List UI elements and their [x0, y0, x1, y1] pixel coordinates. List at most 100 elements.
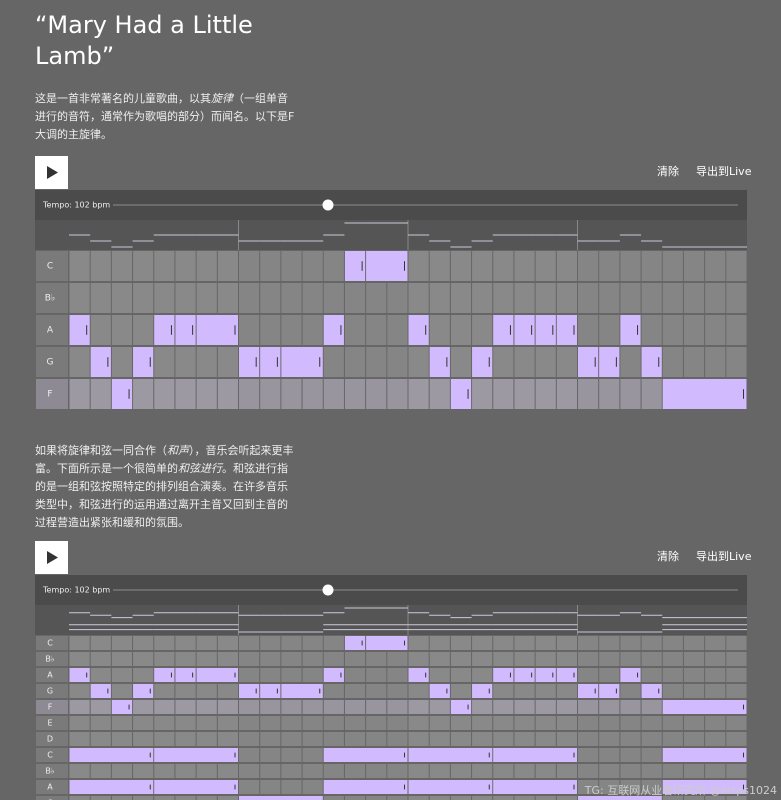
grid-cell[interactable]: [726, 796, 747, 800]
grid-cell[interactable]: [535, 283, 556, 313]
grid-cell[interactable]: [726, 636, 747, 650]
play-icon[interactable]: [47, 166, 58, 179]
grid-cell[interactable]: [239, 283, 260, 313]
grid-cell[interactable]: [196, 716, 217, 730]
note[interactable]: [493, 315, 514, 345]
grid-cell[interactable]: [472, 636, 493, 650]
note[interactable]: [366, 636, 408, 650]
grid-cell[interactable]: [133, 668, 154, 682]
grid-cell[interactable]: [662, 652, 683, 666]
grid-cell[interactable]: [726, 684, 747, 698]
grid-cell[interactable]: [90, 732, 111, 746]
note[interactable]: [260, 684, 281, 698]
grid-cell[interactable]: [302, 668, 323, 682]
grid-cell[interactable]: [599, 700, 620, 714]
grid-cell[interactable]: [599, 668, 620, 682]
grid-cell[interactable]: [90, 764, 111, 778]
grid-cell[interactable]: [344, 347, 366, 377]
grid-cell[interactable]: [302, 315, 323, 345]
grid-cell[interactable]: [726, 347, 747, 377]
grid-cell[interactable]: [514, 796, 535, 800]
grid-cell[interactable]: [154, 716, 175, 730]
grid-cell[interactable]: [683, 652, 705, 666]
grid-cell[interactable]: [578, 748, 599, 762]
grid-cell[interactable]: [344, 764, 366, 778]
grid-cell[interactable]: [260, 700, 281, 714]
grid-cell[interactable]: [175, 251, 196, 281]
grid-cell[interactable]: [493, 652, 514, 666]
grid-cell[interactable]: [260, 283, 281, 313]
grid-cell[interactable]: [599, 780, 620, 794]
note[interactable]: [366, 251, 408, 281]
grid-cell[interactable]: [90, 716, 111, 730]
grid-cell[interactable]: [323, 251, 344, 281]
grid-cell[interactable]: [408, 379, 429, 409]
grid-cell[interactable]: [302, 251, 323, 281]
grid-cell[interactable]: [302, 780, 323, 794]
note[interactable]: [408, 748, 493, 762]
grid-cell[interactable]: [620, 716, 641, 730]
grid-cell[interactable]: [514, 652, 535, 666]
tempo-knob[interactable]: [322, 199, 334, 211]
grid-cell[interactable]: [578, 668, 599, 682]
grid-cell[interactable]: [281, 315, 302, 345]
note[interactable]: [535, 668, 556, 682]
note[interactable]: [154, 748, 238, 762]
grid-cell[interactable]: [408, 251, 429, 281]
grid-cell[interactable]: [217, 716, 238, 730]
grid-cell[interactable]: [217, 251, 238, 281]
grid-cell[interactable]: [683, 668, 705, 682]
grid-cell[interactable]: [281, 716, 302, 730]
note[interactable]: [514, 315, 535, 345]
grid-cell[interactable]: [344, 796, 366, 800]
grid-cell[interactable]: [641, 652, 662, 666]
grid-cell[interactable]: [344, 315, 366, 345]
grid-cell[interactable]: [535, 379, 556, 409]
grid-cell[interactable]: [493, 732, 514, 746]
note[interactable]: [239, 796, 323, 800]
grid-cell[interactable]: [387, 379, 408, 409]
grid-cell[interactable]: [662, 347, 683, 377]
grid-cell[interactable]: [281, 379, 302, 409]
grid-cell[interactable]: [366, 700, 387, 714]
grid-cell[interactable]: [90, 379, 111, 409]
grid-cell[interactable]: [69, 636, 90, 650]
grid-cell[interactable]: [641, 780, 662, 794]
grid-cell[interactable]: [450, 764, 472, 778]
note[interactable]: [69, 748, 154, 762]
grid-cell[interactable]: [69, 684, 90, 698]
note[interactable]: [493, 668, 514, 682]
grid-cell[interactable]: [493, 636, 514, 650]
note[interactable]: [239, 684, 260, 698]
grid-cell[interactable]: [111, 764, 133, 778]
grid-cell[interactable]: [493, 379, 514, 409]
clear-button[interactable]: 清除: [657, 549, 679, 563]
note[interactable]: [344, 636, 366, 650]
grid-cell[interactable]: [535, 732, 556, 746]
grid-cell[interactable]: [535, 636, 556, 650]
grid-cell[interactable]: [69, 700, 90, 714]
grid-cell[interactable]: [217, 700, 238, 714]
note[interactable]: [535, 315, 556, 345]
note[interactable]: [450, 379, 472, 409]
grid-cell[interactable]: [90, 796, 111, 800]
grid-cell[interactable]: [69, 732, 90, 746]
grid-cell[interactable]: [705, 652, 726, 666]
grid-cell[interactable]: [387, 315, 408, 345]
grid-cell[interactable]: [196, 251, 217, 281]
grid-cell[interactable]: [154, 764, 175, 778]
note[interactable]: [90, 684, 111, 698]
note[interactable]: [514, 668, 535, 682]
grid-cell[interactable]: [217, 652, 238, 666]
grid-cell[interactable]: [408, 716, 429, 730]
grid-cell[interactable]: [556, 251, 577, 281]
note[interactable]: [429, 684, 450, 698]
note[interactable]: [344, 251, 366, 281]
grid-cell[interactable]: [154, 700, 175, 714]
grid-cell[interactable]: [641, 732, 662, 746]
note[interactable]: [196, 668, 238, 682]
grid-cell[interactable]: [90, 636, 111, 650]
grid-cell[interactable]: [154, 283, 175, 313]
note[interactable]: [133, 347, 154, 377]
grid-cell[interactable]: [323, 347, 344, 377]
